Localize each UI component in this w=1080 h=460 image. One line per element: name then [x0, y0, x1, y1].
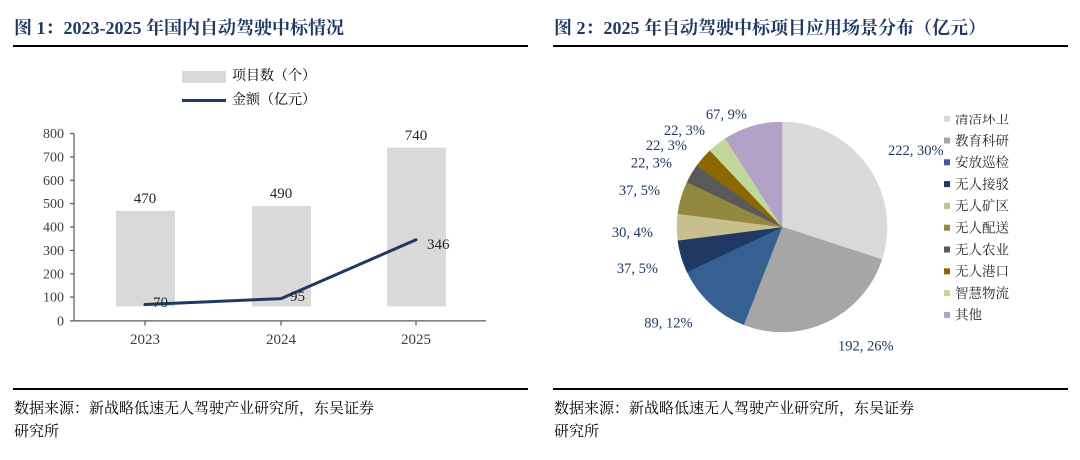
svg-text:500: 500: [43, 197, 64, 212]
svg-text:300: 300: [43, 244, 64, 259]
svg-text:470: 470: [134, 191, 157, 207]
svg-text:600: 600: [43, 174, 64, 189]
svg-text:2025: 2025: [401, 332, 431, 348]
svg-text:222, 30%: 222, 30%: [888, 143, 944, 159]
svg-text:100: 100: [43, 291, 64, 306]
svg-text:400: 400: [43, 221, 64, 236]
svg-text:490: 490: [270, 186, 293, 202]
svg-text:95: 95: [290, 289, 305, 305]
svg-text:0: 0: [57, 315, 64, 330]
svg-text:740: 740: [405, 128, 428, 144]
svg-text:无人接驳: 无人接驳: [955, 176, 1009, 192]
svg-text:37, 5%: 37, 5%: [617, 261, 658, 277]
svg-text:无人港口: 无人港口: [955, 264, 1009, 279]
svg-text:346: 346: [427, 237, 450, 253]
svg-text:89, 12%: 89, 12%: [644, 316, 692, 332]
svg-text:22, 3%: 22, 3%: [664, 123, 705, 139]
svg-text:安放巡检: 安放巡检: [955, 154, 1009, 170]
svg-text:700: 700: [43, 151, 64, 166]
svg-text:其他: 其他: [955, 308, 983, 323]
svg-text:22, 3%: 22, 3%: [631, 156, 672, 172]
svg-text:无人配送: 无人配送: [955, 221, 1009, 236]
svg-text:无人矿区: 无人矿区: [955, 199, 1009, 214]
svg-text:教育科研: 教育科研: [955, 132, 1009, 148]
svg-text:30, 4%: 30, 4%: [612, 225, 653, 241]
svg-text:2024: 2024: [266, 332, 297, 348]
svg-text:37, 5%: 37, 5%: [619, 183, 660, 199]
svg-text:192, 26%: 192, 26%: [838, 338, 894, 354]
svg-text:无人农业: 无人农业: [955, 242, 1009, 257]
svg-text:800: 800: [43, 127, 64, 142]
svg-text:清洁环卫: 清洁环卫: [955, 114, 1009, 127]
svg-text:智慧物流: 智慧物流: [955, 285, 1009, 301]
svg-text:200: 200: [43, 267, 64, 282]
svg-text:67, 9%: 67, 9%: [706, 107, 747, 123]
svg-text:2023: 2023: [130, 332, 160, 348]
svg-text:70: 70: [153, 295, 168, 311]
svg-text:22, 3%: 22, 3%: [646, 138, 687, 154]
